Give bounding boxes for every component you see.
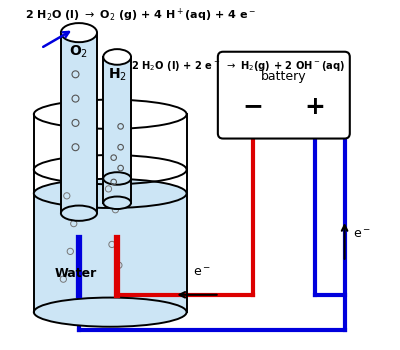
Text: H$_2$: H$_2$ bbox=[108, 66, 127, 83]
Ellipse shape bbox=[103, 49, 131, 65]
FancyBboxPatch shape bbox=[218, 52, 350, 139]
Text: O$_2$: O$_2$ bbox=[69, 43, 88, 60]
Polygon shape bbox=[103, 57, 131, 203]
Ellipse shape bbox=[61, 205, 97, 221]
Text: 2 H$_2$O (l) + 2 e$^-$ $\rightarrow$ H$_2$(g) + 2 OH$^-$(aq): 2 H$_2$O (l) + 2 e$^-$ $\rightarrow$ H$_… bbox=[131, 59, 345, 73]
Polygon shape bbox=[61, 33, 97, 213]
Text: battery: battery bbox=[261, 70, 307, 83]
Text: e$^-$: e$^-$ bbox=[193, 266, 211, 279]
Text: Water: Water bbox=[55, 267, 97, 280]
Ellipse shape bbox=[34, 298, 187, 327]
Text: −: − bbox=[242, 94, 263, 119]
Ellipse shape bbox=[103, 197, 131, 209]
Polygon shape bbox=[34, 194, 187, 312]
Text: e$^-$: e$^-$ bbox=[353, 228, 371, 240]
Text: +: + bbox=[305, 94, 326, 119]
Ellipse shape bbox=[61, 23, 97, 42]
Text: 2 H$_2$O (l) $\rightarrow$ O$_2$ (g) + 4 H$^+$(aq) + 4 e$^-$: 2 H$_2$O (l) $\rightarrow$ O$_2$ (g) + 4… bbox=[25, 7, 256, 24]
Ellipse shape bbox=[34, 179, 187, 208]
